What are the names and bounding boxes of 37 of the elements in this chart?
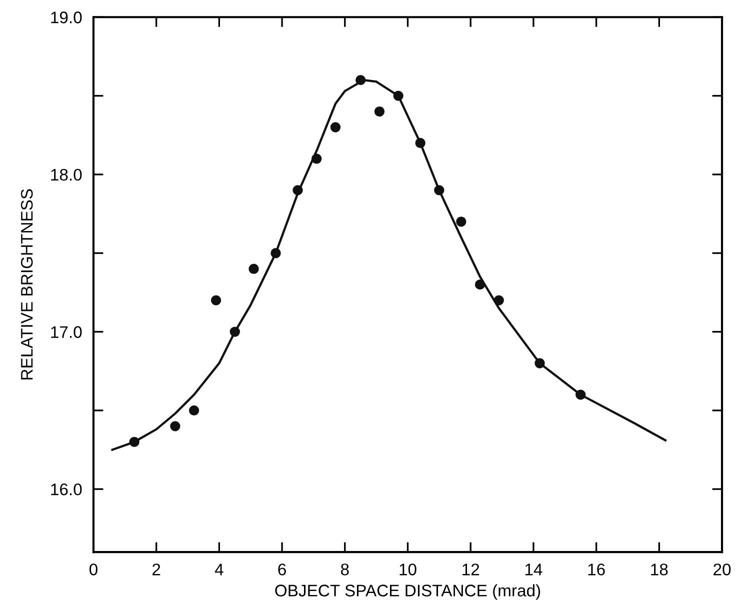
x-tick-label: 20 [714, 564, 731, 576]
point [292, 185, 303, 196]
y-axis-title: RELATIVE BRIGHTNESS [20, 189, 33, 380]
point [356, 74, 366, 86]
y-tick-label: 18.0 [51, 168, 82, 181]
point [474, 279, 486, 290]
point [170, 421, 180, 432]
point [415, 138, 426, 148]
x-tick-label: 10 [400, 564, 416, 576]
point [210, 295, 222, 306]
point [270, 248, 281, 258]
y-tick-label: 17.0 [51, 326, 82, 338]
point [576, 390, 586, 400]
x-tick-label: 0 [89, 564, 98, 576]
point [434, 185, 444, 196]
x-tick-label: 18 [651, 564, 668, 576]
x-tick-label: 8 [340, 564, 349, 576]
point [188, 405, 200, 416]
x-tick-label: 16 [588, 564, 605, 576]
point [456, 216, 466, 227]
x-tick-label: 12 [462, 564, 480, 576]
y-tick-label: 19.0 [51, 12, 82, 24]
x-axis-title: OBJECT SPACE DISTANCE (mrad) [275, 584, 540, 600]
x-tick-label: 14 [525, 564, 542, 576]
x-tick-label: 2 [152, 564, 160, 576]
point [248, 264, 259, 274]
point [129, 436, 140, 447]
x-tick-label: 6 [278, 564, 286, 576]
point [330, 122, 341, 132]
point [494, 295, 504, 306]
x-tick-label: 4 [214, 564, 224, 576]
point [393, 90, 404, 101]
y-tick-label: 16.0 [51, 483, 82, 496]
point [230, 326, 240, 337]
point [534, 358, 545, 368]
point [312, 154, 322, 164]
point [374, 106, 385, 117]
